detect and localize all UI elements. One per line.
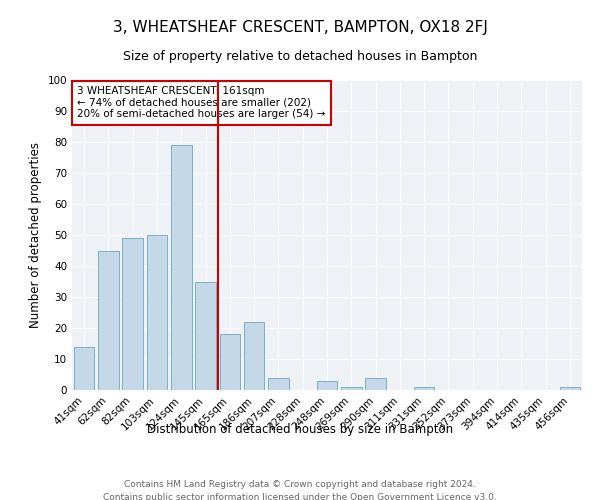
Bar xyxy=(195,282,216,390)
Bar xyxy=(414,387,434,390)
Text: 3 WHEATSHEAF CRESCENT: 161sqm
← 74% of detached houses are smaller (202)
20% of : 3 WHEATSHEAF CRESCENT: 161sqm ← 74% of d… xyxy=(77,86,325,120)
Bar xyxy=(220,334,240,390)
Bar xyxy=(146,235,167,390)
Bar xyxy=(74,346,94,390)
Text: Size of property relative to detached houses in Bampton: Size of property relative to detached ho… xyxy=(123,50,477,63)
Y-axis label: Number of detached properties: Number of detached properties xyxy=(29,142,42,328)
Bar xyxy=(98,250,119,390)
Bar xyxy=(317,380,337,390)
Text: Distribution of detached houses by size in Bampton: Distribution of detached houses by size … xyxy=(147,422,453,436)
Text: Contains HM Land Registry data © Crown copyright and database right 2024.
Contai: Contains HM Land Registry data © Crown c… xyxy=(103,480,497,500)
Bar xyxy=(365,378,386,390)
Bar xyxy=(268,378,289,390)
Bar xyxy=(244,322,265,390)
Bar xyxy=(122,238,143,390)
Bar xyxy=(560,387,580,390)
Bar xyxy=(171,145,191,390)
Bar xyxy=(341,387,362,390)
Text: 3, WHEATSHEAF CRESCENT, BAMPTON, OX18 2FJ: 3, WHEATSHEAF CRESCENT, BAMPTON, OX18 2F… xyxy=(113,20,487,35)
